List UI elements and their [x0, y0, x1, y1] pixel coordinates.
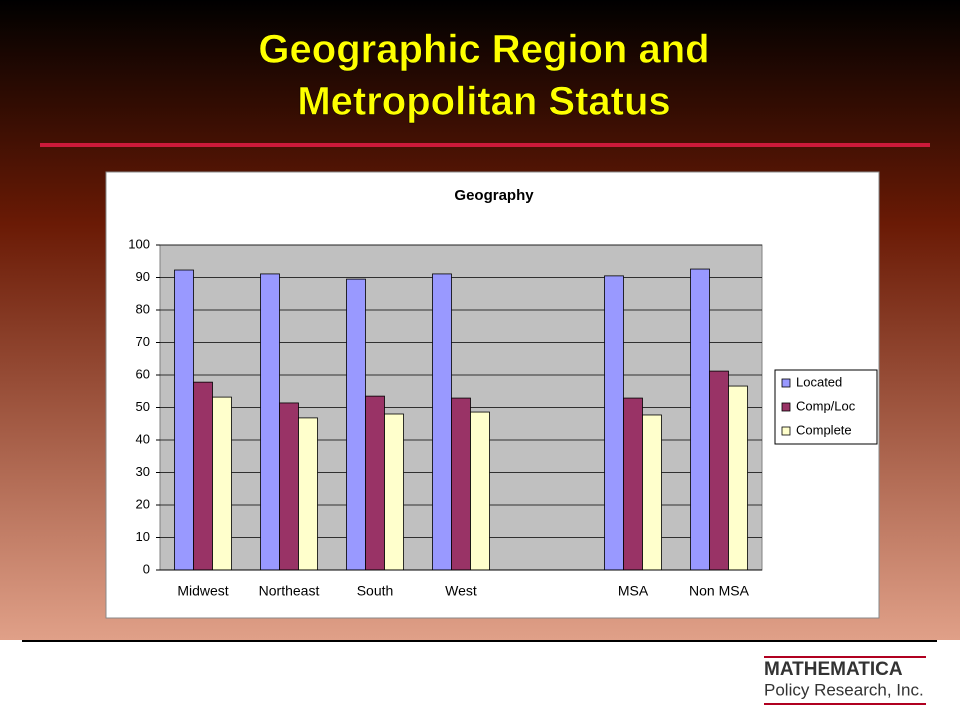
- y-tick-label: 100: [128, 236, 150, 251]
- bar: [604, 275, 624, 571]
- y-tick-label: 80: [136, 301, 150, 316]
- bar: [279, 402, 299, 571]
- bar: [623, 397, 643, 571]
- slide-title-line: Metropolitan Status: [297, 80, 670, 124]
- bar: [298, 417, 318, 571]
- bar: [451, 397, 471, 571]
- chart-title: Geography: [454, 187, 534, 204]
- logo-name: MATHEMATICA: [764, 659, 903, 680]
- legend-swatch: [781, 378, 791, 388]
- bar: [365, 395, 385, 571]
- x-tick-label: MSA: [618, 583, 649, 599]
- bar: [384, 413, 404, 571]
- bar: [642, 414, 662, 571]
- legend-swatch: [781, 402, 791, 412]
- bar: [193, 381, 213, 571]
- legend-label: Located: [796, 374, 842, 389]
- y-tick-label: 70: [136, 334, 150, 349]
- y-tick-label: 40: [136, 431, 150, 446]
- logo-tagline: Policy Research, Inc.: [764, 680, 924, 699]
- y-tick-label: 90: [136, 269, 150, 284]
- x-tick-label: Midwest: [177, 583, 228, 599]
- bar: [470, 411, 490, 571]
- bar: [260, 273, 280, 571]
- y-tick-label: 0: [143, 561, 150, 576]
- x-tick-label: Non MSA: [689, 583, 750, 599]
- legend-box: [774, 369, 878, 445]
- bar: [728, 385, 748, 571]
- x-tick-label: South: [357, 583, 394, 599]
- legend-label: Complete: [796, 422, 852, 437]
- bar: [212, 396, 232, 571]
- x-tick-label: West: [445, 583, 477, 599]
- legend-label: Comp/Loc: [796, 398, 856, 413]
- legend-swatch: [781, 426, 791, 436]
- bar: [346, 278, 366, 571]
- x-tick-label: Northeast: [259, 583, 320, 599]
- bar: [690, 268, 710, 571]
- y-tick-label: 30: [136, 464, 150, 479]
- y-tick-label: 20: [136, 496, 150, 511]
- y-tick-label: 60: [136, 366, 150, 381]
- bar: [174, 269, 194, 571]
- y-tick-label: 50: [136, 399, 150, 414]
- bar: [709, 370, 729, 571]
- y-tick-label: 10: [136, 529, 150, 544]
- footer-background: [0, 640, 960, 720]
- bar: [432, 273, 452, 571]
- slide-title-line: Geographic Region and: [258, 28, 709, 72]
